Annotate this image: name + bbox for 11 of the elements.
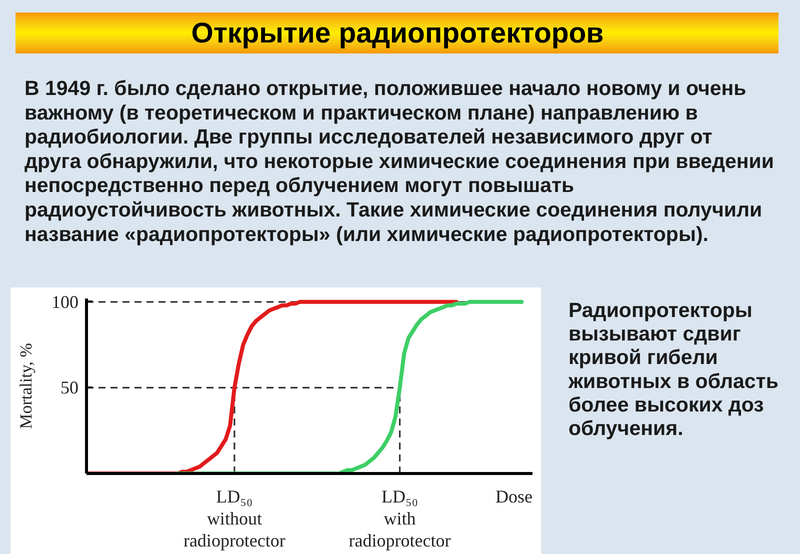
chart-title: Открытие радиопротекторов bbox=[191, 18, 604, 50]
x-tick-label: LD₅₀ without radioprotector bbox=[183, 486, 286, 550]
text: В 1949 г. было сделано открытие, положившее начало новому и очень важному (в теоретическом и практическом плане) направлению в радиобиологии. Две группы исследователей независимого друг от друга обнаружили, что некоторые химические соединения при введении непосредственно перед облучением могут повышать радиоустойчивость животных. Такие химические соединения получили название «радиопротекторы» (или химические радиопротекторы). bbox=[24, 77, 774, 246]
x-tick-label: LD₅₀ with radioprotector bbox=[348, 486, 451, 550]
line-series bbox=[86, 300, 458, 474]
x-axis-title: Dose bbox=[496, 486, 533, 506]
y-tick-label: 50 bbox=[60, 378, 78, 398]
y-axis-title: Mortality, % bbox=[16, 343, 36, 429]
line-series bbox=[176, 300, 524, 474]
text: Радиопротекторы вызывают сдвиг кривой гибели животных в область более высоких доз облучения. bbox=[568, 299, 778, 440]
y-tick-label: 100 bbox=[52, 292, 78, 312]
